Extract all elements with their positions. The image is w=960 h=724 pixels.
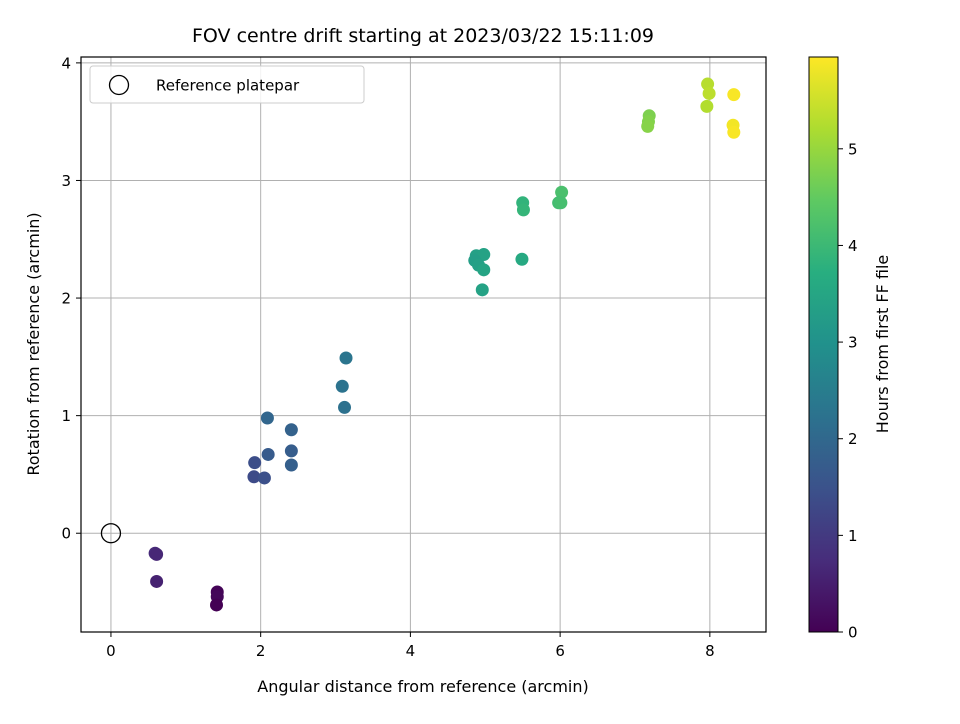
scatter-point bbox=[338, 400, 352, 414]
scatter-point bbox=[641, 119, 655, 133]
colorbar-label: Hours from first FF file bbox=[873, 255, 892, 434]
colorbar-ticks: 0 1 2 3 4 5 bbox=[838, 140, 858, 642]
colorbar-tick-label: 4 bbox=[848, 237, 858, 255]
x-tick-label: 6 bbox=[555, 642, 565, 660]
colorbar-tick-label: 1 bbox=[848, 527, 858, 545]
scatter-point bbox=[727, 125, 741, 139]
scatter-point bbox=[515, 252, 529, 266]
scatter-point bbox=[554, 196, 568, 210]
scatter-point bbox=[210, 598, 224, 612]
scatter-point bbox=[335, 379, 349, 393]
scatter-point bbox=[261, 447, 275, 461]
plot-frame bbox=[80, 56, 767, 633]
x-tick-label: 0 bbox=[106, 642, 116, 660]
y-tick-label: 3 bbox=[61, 172, 71, 190]
scatter-point bbox=[555, 185, 569, 199]
y-tick-label: 2 bbox=[61, 290, 71, 308]
legend-entry-reference: Reference platepar bbox=[156, 77, 300, 95]
scatter-point bbox=[284, 444, 298, 458]
chart-title: FOV centre drift starting at 2023/03/22 … bbox=[192, 25, 654, 47]
scatter-point bbox=[727, 88, 741, 102]
scatter-point bbox=[339, 351, 353, 365]
colorbar-tick-label: 2 bbox=[848, 430, 858, 448]
legend-marker-reference bbox=[108, 74, 130, 96]
legend-box bbox=[89, 65, 365, 104]
data-points bbox=[100, 77, 741, 612]
legend: Reference platepar bbox=[89, 65, 365, 104]
y-tick-label: 0 bbox=[61, 525, 71, 543]
scatter-point bbox=[284, 423, 298, 437]
x-tick-label: 4 bbox=[406, 642, 416, 660]
y-tick-label: 4 bbox=[61, 54, 71, 72]
colorbar-tick-label: 5 bbox=[848, 140, 858, 158]
scatter-point bbox=[516, 203, 530, 217]
colorbar: 0 1 2 3 4 5 Hours from first FF file bbox=[808, 56, 892, 642]
scatter-point bbox=[257, 471, 271, 485]
scatter-point bbox=[700, 99, 714, 113]
scatter-point bbox=[477, 263, 491, 277]
colorbar-gradient bbox=[808, 56, 839, 633]
grid-lines bbox=[81, 57, 766, 632]
x-tick-label: 2 bbox=[256, 642, 266, 660]
scatter-point bbox=[150, 547, 164, 561]
colorbar-tick-label: 0 bbox=[848, 624, 858, 642]
scatter-point bbox=[475, 283, 489, 297]
x-axis-label: Angular distance from reference (arcmin) bbox=[257, 677, 588, 696]
scatter-point bbox=[284, 458, 298, 472]
x-tick-label: 8 bbox=[705, 642, 715, 660]
scatter-point bbox=[150, 574, 164, 588]
scatter-point bbox=[702, 86, 716, 100]
axis-ticks: 0 2 4 6 8 0 1 2 3 4 bbox=[61, 54, 714, 660]
scatter-point bbox=[260, 411, 274, 425]
scatter-point bbox=[248, 456, 262, 470]
reference-platepar-marker bbox=[100, 523, 122, 544]
colorbar-tick-label: 3 bbox=[848, 334, 858, 352]
y-tick-label: 1 bbox=[61, 407, 71, 425]
y-axis-label: Rotation from reference (arcmin) bbox=[24, 212, 43, 475]
scatter-point bbox=[247, 470, 261, 484]
